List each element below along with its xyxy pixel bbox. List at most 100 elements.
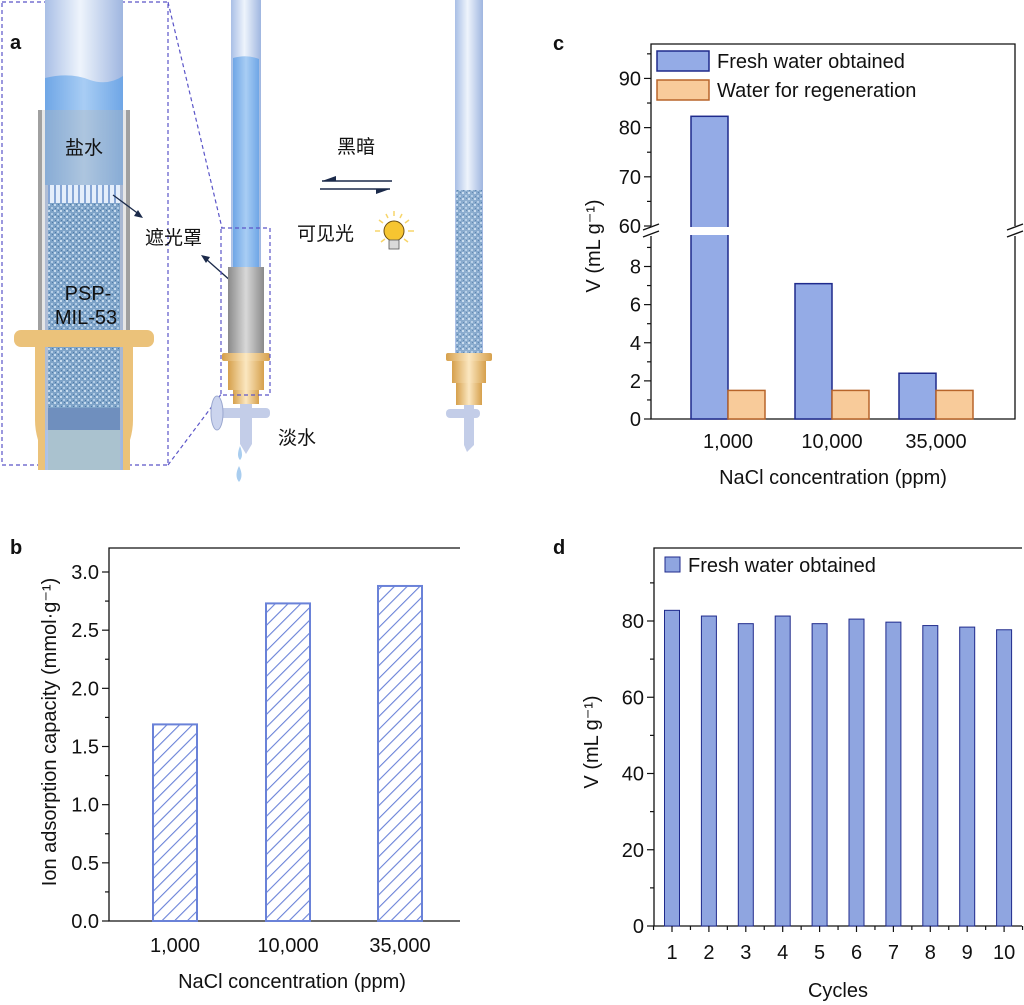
equilibrium-arrows-icon	[320, 176, 392, 194]
bar	[935, 389, 974, 420]
legend: Fresh water obtained	[664, 555, 876, 577]
bar	[690, 115, 729, 420]
y-tick-label: 40	[622, 764, 644, 786]
bar	[727, 389, 766, 420]
pointer-arrow-mesh	[112, 194, 141, 216]
column-dark	[446, 0, 492, 452]
x-tick-label: 1	[666, 942, 677, 964]
stopcock-icon	[210, 395, 270, 454]
y-axis-label: V (mL g⁻¹)	[583, 199, 605, 292]
x-tick-label: 1,000	[150, 935, 200, 957]
y-tick-label: 0.5	[71, 853, 99, 875]
y-tick-label: 6	[630, 295, 641, 317]
y-axis-label: V (mL g⁻¹)	[581, 695, 603, 788]
pointer-arrow-shield	[205, 258, 233, 283]
y-tick-label: 1.5	[71, 737, 99, 759]
chart-b-ion-adsorption: b NaCl concentration (ppm) Ion adsorptio…	[10, 537, 460, 993]
bar	[885, 621, 902, 927]
y-tick-label: 60	[622, 687, 644, 709]
axis-break-mark	[642, 223, 660, 231]
bar	[377, 584, 423, 923]
bulb-icon	[375, 211, 414, 250]
mesh-filter-bottom	[48, 408, 120, 430]
zoom-connector-bottom	[167, 392, 223, 466]
x-tick-label: 10,000	[257, 935, 318, 957]
water-drop-icon	[238, 446, 242, 460]
plot-frame-upper	[650, 43, 1016, 226]
y-tick-label: 80	[622, 611, 644, 633]
bar	[664, 609, 680, 927]
x-tick-label: 2	[703, 942, 714, 964]
y-tick-label: 70	[619, 167, 641, 189]
y-tick-label: 2.5	[71, 620, 99, 642]
axis-break-mark	[1006, 230, 1024, 238]
fitting-flange	[14, 330, 154, 347]
mesh-filter-top	[48, 185, 120, 203]
y-tick-label: 2	[630, 371, 641, 393]
chart-d-cycles: d Cycles V (mL g⁻¹) 0 20 40 60 80 1 2 3 4 5 6 7 8 9 10…	[553, 537, 1024, 1002]
y-tick-label: 20	[622, 840, 644, 862]
bar	[152, 723, 198, 922]
x-tick-label: 10,000	[801, 431, 862, 453]
chart-c-water-volume: c NaCl concentration (ppm) V (mL g⁻¹) 0 2…	[553, 33, 1024, 489]
bar-break-gap	[690, 227, 729, 235]
panel-label-a: a	[10, 32, 22, 54]
x-axis-label: NaCl concentration (ppm)	[178, 971, 406, 993]
bar	[737, 623, 754, 927]
y-tick-label: 0	[633, 916, 644, 938]
x-tick-label: 8	[925, 942, 936, 964]
enlarged-column: 盐水 PSP- MIL-53	[14, 0, 154, 470]
y-axis-label: Ion adsorption capacity (mmol·g⁻¹)	[39, 578, 61, 886]
label-fresh-water: 淡水	[278, 427, 316, 449]
y-tick-label: 3.0	[71, 562, 99, 584]
label-material-line2: MIL-53	[55, 307, 117, 329]
y-tick-label: 8	[630, 257, 641, 279]
x-tick-label: 1,000	[703, 431, 753, 453]
x-tick-label: 7	[888, 942, 899, 964]
x-tick-label: 4	[777, 942, 788, 964]
bar	[831, 389, 870, 420]
light-shield-cover	[228, 267, 264, 353]
x-axis-label: Cycles	[808, 980, 868, 1002]
legend-swatch-fresh-water	[656, 50, 710, 72]
bar	[959, 626, 976, 927]
legend: Fresh water obtained Water for regenerat…	[656, 50, 916, 102]
legend-label-fresh-water: Fresh water obtained	[688, 555, 876, 577]
bar	[996, 629, 1013, 927]
bar	[898, 372, 937, 420]
stopcock-icon	[446, 405, 480, 452]
bar	[794, 282, 833, 420]
y-tick-label: 80	[619, 118, 641, 140]
x-tick-label: 9	[962, 942, 973, 964]
bar	[848, 618, 865, 927]
column-illuminated: 淡水	[210, 0, 316, 482]
panel-label-d: d	[553, 537, 565, 559]
y-tick-label: 1.0	[71, 795, 99, 817]
y-tick-label: 90	[619, 68, 641, 90]
x-tick-label: 6	[851, 942, 862, 964]
y-tick-label: 4	[630, 333, 641, 355]
legend-swatch-regeneration	[656, 79, 710, 101]
x-tick-label: 35,000	[369, 935, 430, 957]
label-salt-water: 盐水	[65, 137, 103, 159]
zoom-connector-top	[167, 1, 223, 229]
panel-label-b: b	[10, 537, 22, 559]
x-tick-label: 5	[814, 942, 825, 964]
psp-mil53-bed	[48, 203, 120, 408]
water-drop-icon	[236, 466, 242, 482]
panel-label-c: c	[553, 33, 564, 55]
bar	[922, 625, 939, 927]
x-axis-label: NaCl concentration (ppm)	[719, 467, 947, 489]
legend-label-fresh-water: Fresh water obtained	[717, 51, 905, 73]
legend-swatch-fresh-water	[664, 556, 681, 573]
x-tick-label: 35,000	[905, 431, 966, 453]
label-light-shield: 遮光罩	[145, 227, 202, 249]
axis-break-mark	[1006, 223, 1024, 231]
y-tick-label: 0	[630, 409, 641, 431]
panel-a-schematic: a 盐水 PSP- MIL-53 遮光罩	[1, 0, 492, 482]
label-material-line1: PSP-	[65, 283, 112, 305]
axis-break-mark	[642, 230, 660, 238]
bar	[811, 623, 828, 927]
bar	[700, 615, 717, 927]
